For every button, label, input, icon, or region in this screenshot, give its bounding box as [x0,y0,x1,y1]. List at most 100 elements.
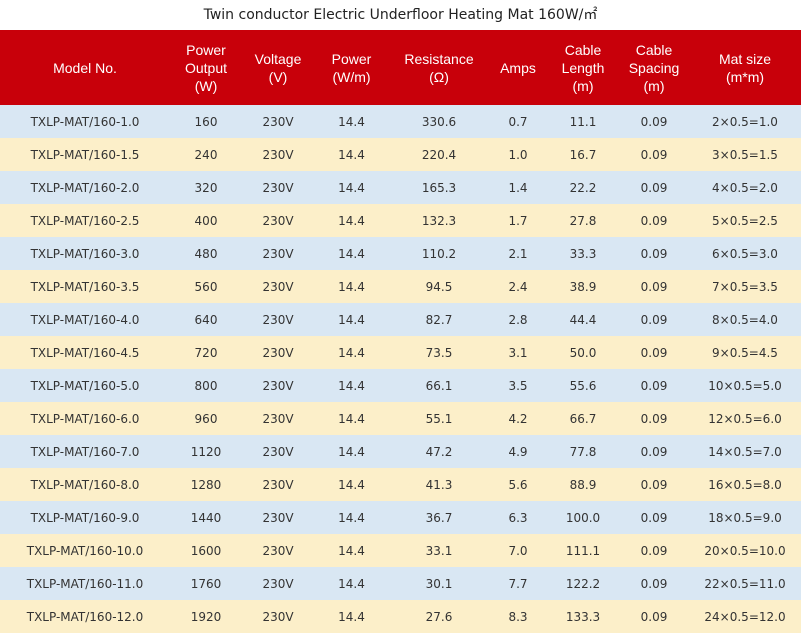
cell-model-no: TXLP-MAT/160-4.5 [30,345,140,360]
cell-cable-spacing: 0.09 [640,444,668,459]
cell-amps: 7.7 [508,576,528,591]
cell-model-no: TXLP-MAT/160-8.0 [30,477,140,492]
cell-power-output: 480 [194,246,218,261]
cell-power-output: 640 [194,312,218,327]
cell-voltage: 230V [262,378,294,393]
cell-cable-spacing: 0.09 [640,576,668,591]
cell-model-no: TXLP-MAT/160-11.0 [26,576,144,591]
header-label-line: Output [184,59,228,76]
cell-resistance: 94.5 [425,279,453,294]
table-row: TXLP-MAT/160-5.0 800 230V 14.4 66.1 3.5 55.6 0.… [0,369,801,402]
cell-resistance: 47.2 [425,444,453,459]
cell-mat-size: 9×0.5=4.5 [712,345,778,360]
cell-amps: 1.4 [508,180,528,195]
cell-model-no: TXLP-MAT/160-5.0 [30,378,140,393]
cell-model-no: TXLP-MAT/160-3.0 [30,246,140,261]
header-model-no: Model No. [0,30,170,105]
cell-cable-spacing: 0.09 [640,411,668,426]
cell-power-output: 320 [194,180,218,195]
cell-resistance: 110.2 [421,246,457,261]
cell-cable-length: 88.9 [569,477,597,492]
cell-amps: 3.5 [508,378,528,393]
cell-model-no: TXLP-MAT/160-1.5 [30,147,140,162]
cell-model-no: TXLP-MAT/160-2.0 [30,180,140,195]
header-label-line: Cable [635,41,673,58]
cell-power-output: 800 [194,378,218,393]
cell-model-no: TXLP-MAT/160-7.0 [30,444,140,459]
cell-cable-spacing: 0.09 [640,477,668,492]
cell-resistance: 73.5 [425,345,453,360]
header-resistance: Resistance (Ω) [389,30,489,105]
cell-power-per-meter: 14.4 [338,411,365,426]
cell-model-no: TXLP-MAT/160-2.5 [30,213,140,228]
cell-mat-size: 6×0.5=3.0 [712,246,778,261]
cell-resistance: 33.1 [425,543,453,558]
cell-cable-spacing: 0.09 [640,510,668,525]
cell-mat-size: 8×0.5=4.0 [712,312,778,327]
header-label-line: (V) [268,68,288,85]
cell-resistance: 36.7 [425,510,453,525]
heating-mat-spec-table: Model No. Power Output (W) Voltage (V) Power (W… [0,30,801,633]
cell-voltage: 230V [262,411,294,426]
cell-mat-size: 14×0.5=7.0 [708,444,782,459]
cell-cable-length: 44.4 [569,312,597,327]
header-label-line: (m*m) [725,68,765,85]
cell-voltage: 230V [262,609,294,624]
header-power-per-meter: Power (W/m) [314,30,389,105]
table-row: TXLP-MAT/160-3.0 480 230V 14.4 110.2 2.1 33.3 0… [0,237,801,270]
cell-cable-spacing: 0.09 [640,543,668,558]
cell-voltage: 230V [262,312,294,327]
cell-amps: 3.1 [508,345,528,360]
cell-amps: 5.6 [508,477,528,492]
header-mat-size: Mat size (m*m) [689,30,801,105]
table-row: TXLP-MAT/160-9.0 1440 230V 14.4 36.7 6.3 100.0… [0,501,801,534]
table-row: TXLP-MAT/160-6.0 960 230V 14.4 55.1 4.2 66.7 0.… [0,402,801,435]
table-row: TXLP-MAT/160-7.0 1120 230V 14.4 47.2 4.9 77.8 0… [0,435,801,468]
cell-amps: 0.7 [508,114,528,129]
cell-mat-size: 4×0.5=2.0 [712,180,778,195]
header-label-line: Amps [500,59,536,76]
cell-power-per-meter: 14.4 [338,543,365,558]
cell-cable-length: 122.2 [565,576,601,591]
cell-cable-spacing: 0.09 [640,213,668,228]
cell-power-per-meter: 14.4 [338,114,365,129]
cell-cable-length: 27.8 [569,213,597,228]
cell-resistance: 330.6 [421,114,457,129]
cell-model-no: TXLP-MAT/160-6.0 [30,411,140,426]
table-row: TXLP-MAT/160-4.0 640 230V 14.4 82.7 2.8 44.4 0.… [0,303,801,336]
cell-voltage: 230V [262,345,294,360]
cell-cable-length: 133.3 [565,609,601,624]
header-amps: Amps [489,30,547,105]
cell-model-no: TXLP-MAT/160-1.0 [30,114,140,129]
cell-power-per-meter: 14.4 [338,279,365,294]
cell-voltage: 230V [262,147,294,162]
table-row: TXLP-MAT/160-2.0 320 230V 14.4 165.3 1.4 22.2 0… [0,171,801,204]
cell-cable-spacing: 0.09 [640,345,668,360]
header-label-line: Model No. [53,59,117,76]
cell-power-per-meter: 14.4 [338,180,365,195]
cell-voltage: 230V [262,279,294,294]
cell-mat-size: 3×0.5=1.5 [712,147,778,162]
cell-mat-size: 24×0.5=12.0 [704,609,786,624]
cell-power-per-meter: 14.4 [338,147,365,162]
cell-cable-spacing: 0.09 [640,279,668,294]
cell-power-per-meter: 14.4 [338,378,365,393]
table-row: TXLP-MAT/160-4.5 720 230V 14.4 73.5 3.1 50.0 0.… [0,336,801,369]
cell-mat-size: 2×0.5=1.0 [712,114,778,129]
cell-voltage: 230V [262,477,294,492]
cell-cable-spacing: 0.09 [640,609,668,624]
cell-power-output: 720 [194,345,218,360]
table-row: TXLP-MAT/160-8.0 1280 230V 14.4 41.3 5.6 88.9 0… [0,468,801,501]
header-cable-length: Cable Length (m) [547,30,619,105]
cell-power-output: 160 [194,114,218,129]
cell-amps: 1.7 [508,213,528,228]
cell-mat-size: 22×0.5=11.0 [704,576,786,591]
cell-power-per-meter: 14.4 [338,312,365,327]
cell-cable-length: 100.0 [565,510,601,525]
cell-amps: 7.0 [508,543,528,558]
header-label-line: Resistance [404,50,474,67]
cell-cable-spacing: 0.09 [640,180,668,195]
page-title: Twin conductor Electric Underfloor Heati… [203,7,598,23]
cell-power-output: 1120 [190,444,222,459]
cell-cable-length: 111.1 [565,543,601,558]
